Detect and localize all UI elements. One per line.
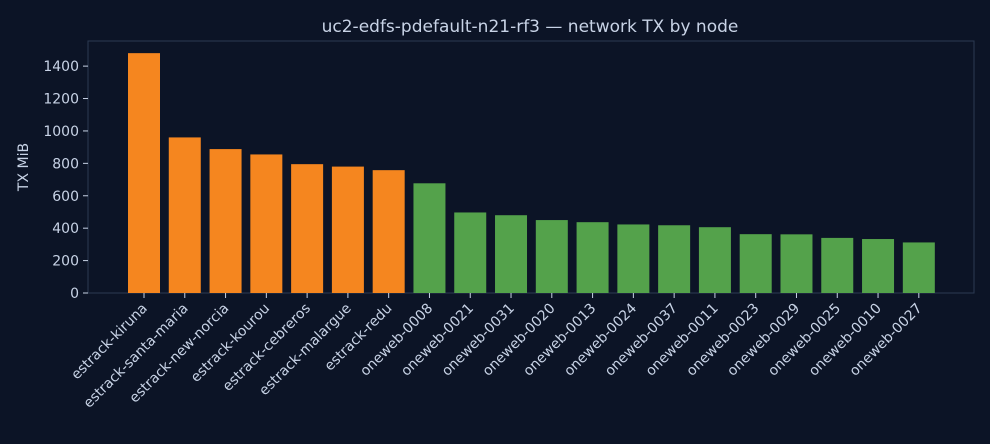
bar-oneweb-0029: [780, 234, 813, 293]
y-tick-label: 400: [52, 221, 79, 237]
plot-area: [87, 40, 975, 294]
x-tick-label: oneweb-0024: [561, 300, 640, 379]
y-axis: 0 200 400 600 800 1000 1200 1400: [43, 59, 88, 302]
y-axis-label: TX MiB: [16, 143, 32, 192]
x-tick-label: oneweb-0021: [398, 301, 477, 380]
bar-oneweb-0020: [535, 220, 568, 293]
y-tick-label: 200: [52, 254, 79, 270]
bar-oneweb-0024: [617, 224, 650, 293]
x-tick-label: oneweb-0020: [480, 301, 559, 380]
chart-title: uc2-edfs-pdefault-n21-rf3 — network TX b…: [322, 17, 739, 37]
bar-estrack-kourou: [250, 154, 283, 293]
bar-estrack-new-norcia: [209, 149, 242, 293]
bar-oneweb-0031: [495, 215, 528, 293]
x-tick-label: oneweb-0013: [520, 301, 599, 380]
bar-oneweb-0021: [454, 212, 487, 293]
x-tick-label: oneweb-0008: [357, 301, 436, 380]
bar-estrack-redu: [372, 170, 405, 293]
x-tick-label: oneweb-0027: [847, 301, 926, 380]
y-tick-label: 600: [52, 189, 79, 205]
x-tick-label: oneweb-0010: [806, 301, 885, 380]
y-tick-label: 800: [52, 156, 79, 172]
bar-estrack-malargue: [331, 166, 364, 293]
bars-layer: [128, 53, 935, 294]
bar-oneweb-0027: [902, 242, 935, 293]
x-tick-label: oneweb-0031: [439, 301, 518, 380]
x-tick-label: oneweb-0025: [765, 301, 844, 380]
x-tick-label: oneweb-0029: [724, 301, 803, 380]
bar-oneweb-0011: [698, 227, 731, 293]
bar-oneweb-0013: [576, 222, 609, 293]
bar-estrack-kiruna: [128, 53, 160, 294]
bar-oneweb-0010: [862, 239, 895, 293]
bar-estrack-cebreros: [291, 164, 324, 293]
bar-oneweb-0037: [658, 225, 691, 293]
y-tick-label: 1000: [43, 124, 79, 140]
y-tick-label: 1400: [43, 59, 79, 75]
bar-oneweb-0008: [413, 183, 446, 293]
bar-estrack-santa-maria: [168, 137, 201, 293]
bar-oneweb-0025: [821, 237, 854, 293]
x-tick-label: oneweb-0011: [643, 301, 722, 380]
x-tick-label: oneweb-0023: [684, 301, 763, 380]
y-tick-label: 0: [70, 286, 79, 302]
bar-oneweb-0023: [739, 234, 772, 293]
y-tick-label: 1200: [43, 92, 79, 108]
x-axis: estrack-kirunaestrack-santa-mariaestrack…: [68, 293, 926, 411]
x-tick-label: oneweb-0037: [602, 301, 681, 380]
